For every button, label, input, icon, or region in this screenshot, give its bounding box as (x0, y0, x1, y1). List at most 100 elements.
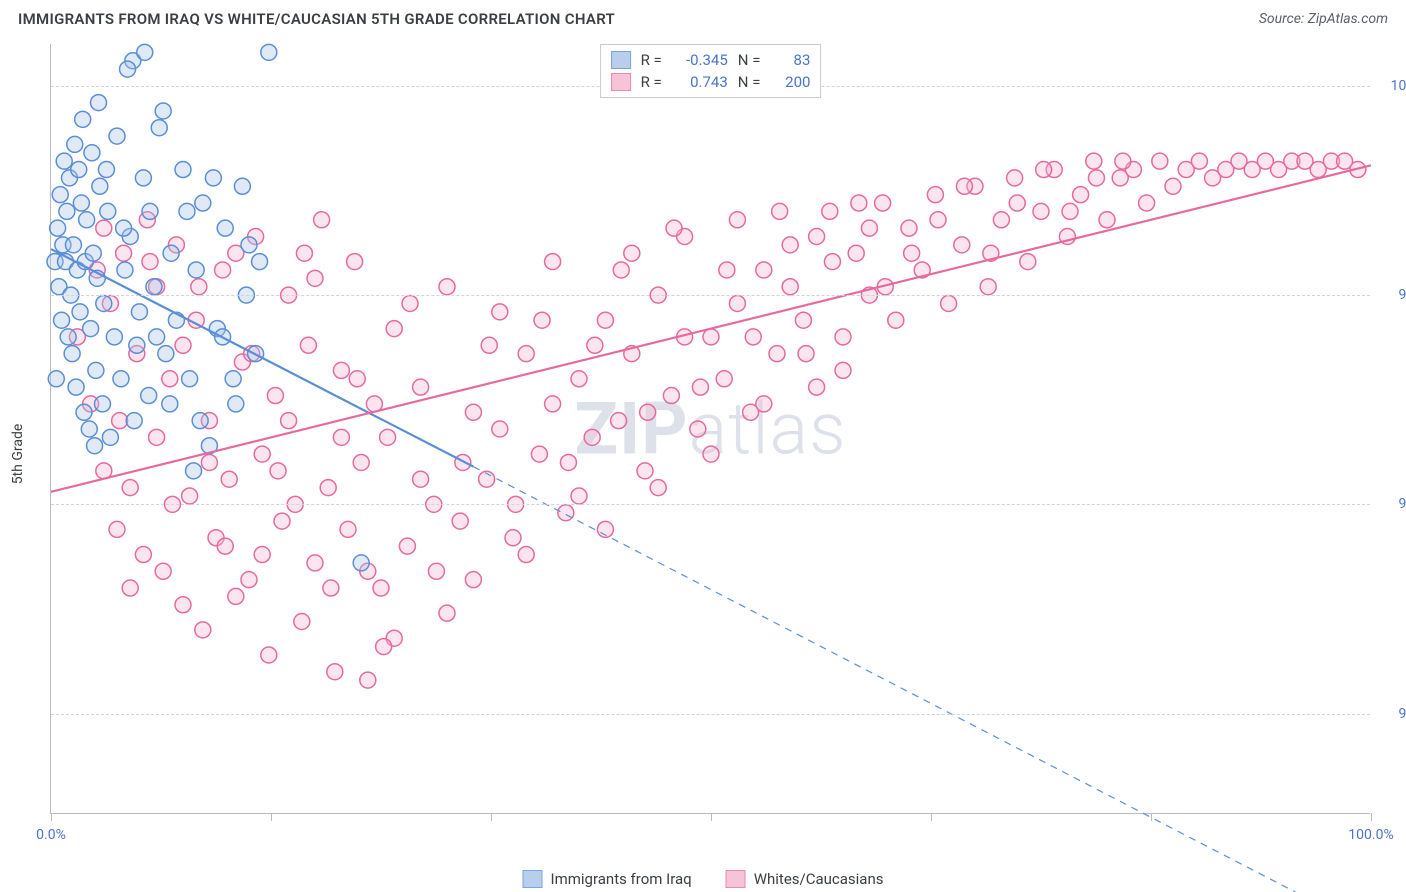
scatter-point (716, 371, 732, 387)
xtick-label: 100.0% (1348, 827, 1393, 843)
scatter-point (155, 103, 171, 119)
scatter-point (719, 262, 735, 278)
scatter-point (402, 295, 418, 311)
scatter-point (1007, 170, 1023, 186)
xtick (1371, 813, 1372, 821)
scatter-point (756, 262, 772, 278)
scatter-point (1152, 153, 1168, 169)
scatter-point (102, 429, 118, 445)
scatter-point (941, 295, 957, 311)
scatter-point (930, 212, 946, 228)
n-value: 200 (772, 73, 810, 91)
r-label: R = (641, 51, 662, 69)
scatter-point (135, 547, 151, 563)
scatter-point (158, 346, 174, 362)
scatter-point (294, 614, 310, 630)
scatter-point (100, 203, 116, 219)
xtick (491, 813, 492, 821)
chart-header: IMMIGRANTS FROM IRAQ VS WHITE/CAUCASIAN … (0, 0, 1406, 38)
scatter-point (875, 195, 891, 211)
scatter-point (261, 647, 277, 663)
legend-stats: R =-0.345N =83R =0.743N =200 (600, 44, 822, 98)
scatter-point (399, 538, 415, 554)
scatter-point (98, 162, 114, 178)
xtick (1151, 813, 1152, 821)
scatter-point (217, 538, 233, 554)
r-label: R = (641, 73, 662, 91)
scatter-point (534, 312, 550, 328)
chart-svg (51, 44, 1370, 813)
legend-item: Whites/Caucasians (726, 870, 884, 888)
scatter-point (901, 220, 917, 236)
scatter-point (333, 429, 349, 445)
scatter-point (545, 396, 561, 412)
scatter-point (141, 388, 157, 404)
scatter-point (954, 237, 970, 253)
scatter-point (91, 95, 107, 111)
scatter-point (993, 212, 1009, 228)
scatter-point (71, 162, 87, 178)
scatter-point (50, 220, 66, 236)
scatter-point (225, 371, 241, 387)
scatter-point (149, 329, 165, 345)
scatter-point (1020, 254, 1036, 270)
scatter-point (571, 371, 587, 387)
scatter-point (175, 162, 191, 178)
scatter-point (782, 279, 798, 295)
scatter-point (703, 446, 719, 462)
scatter-point (1191, 153, 1207, 169)
n-value: 83 (772, 51, 810, 69)
gridline (51, 295, 1370, 296)
scatter-point (52, 187, 68, 203)
scatter-point (848, 245, 864, 261)
scatter-point (333, 362, 349, 378)
chart-title: IMMIGRANTS FROM IRAQ VS WHITE/CAUCASIAN … (18, 10, 615, 28)
scatter-point (65, 237, 81, 253)
n-label: N = (738, 73, 761, 91)
ytick-label: 97.5% (1398, 287, 1406, 303)
scatter-point (307, 555, 323, 571)
scatter-point (228, 588, 244, 604)
scatter-point (888, 312, 904, 328)
scatter-point (413, 379, 429, 395)
scatter-point (175, 597, 191, 613)
scatter-point (492, 304, 508, 320)
scatter-point (745, 329, 761, 345)
scatter-point (851, 195, 867, 211)
scatter-point (809, 229, 825, 245)
scatter-point (1009, 195, 1025, 211)
scatter-point (822, 203, 838, 219)
scatter-point (192, 413, 208, 429)
scatter-point (640, 404, 656, 420)
scatter-point (465, 572, 481, 588)
scatter-point (228, 396, 244, 412)
scatter-point (116, 245, 132, 261)
scatter-point (980, 279, 996, 295)
scatter-point (267, 388, 283, 404)
r-value: 0.743 (674, 73, 728, 91)
scatter-point (1165, 178, 1181, 194)
scatter-point (109, 521, 125, 537)
scatter-point (545, 254, 561, 270)
legend-label: Immigrants from Iraq (551, 870, 692, 888)
scatter-point (254, 446, 270, 462)
scatter-point (73, 195, 89, 211)
scatter-point (60, 329, 76, 345)
scatter-point (518, 547, 534, 563)
ytick-label: 100.0% (1391, 78, 1406, 94)
scatter-point (234, 178, 250, 194)
legend-swatch (611, 73, 631, 91)
scatter-point (142, 254, 158, 270)
scatter-point (307, 270, 323, 286)
scatter-point (296, 245, 312, 261)
r-value: -0.345 (674, 51, 728, 69)
scatter-point (637, 463, 653, 479)
scatter-point (116, 220, 132, 236)
scatter-point (64, 346, 80, 362)
scatter-point (1036, 162, 1052, 178)
scatter-point (117, 262, 133, 278)
scatter-point (88, 362, 104, 378)
scatter-point (142, 203, 158, 219)
scatter-point (126, 413, 142, 429)
scatter-point (824, 254, 840, 270)
